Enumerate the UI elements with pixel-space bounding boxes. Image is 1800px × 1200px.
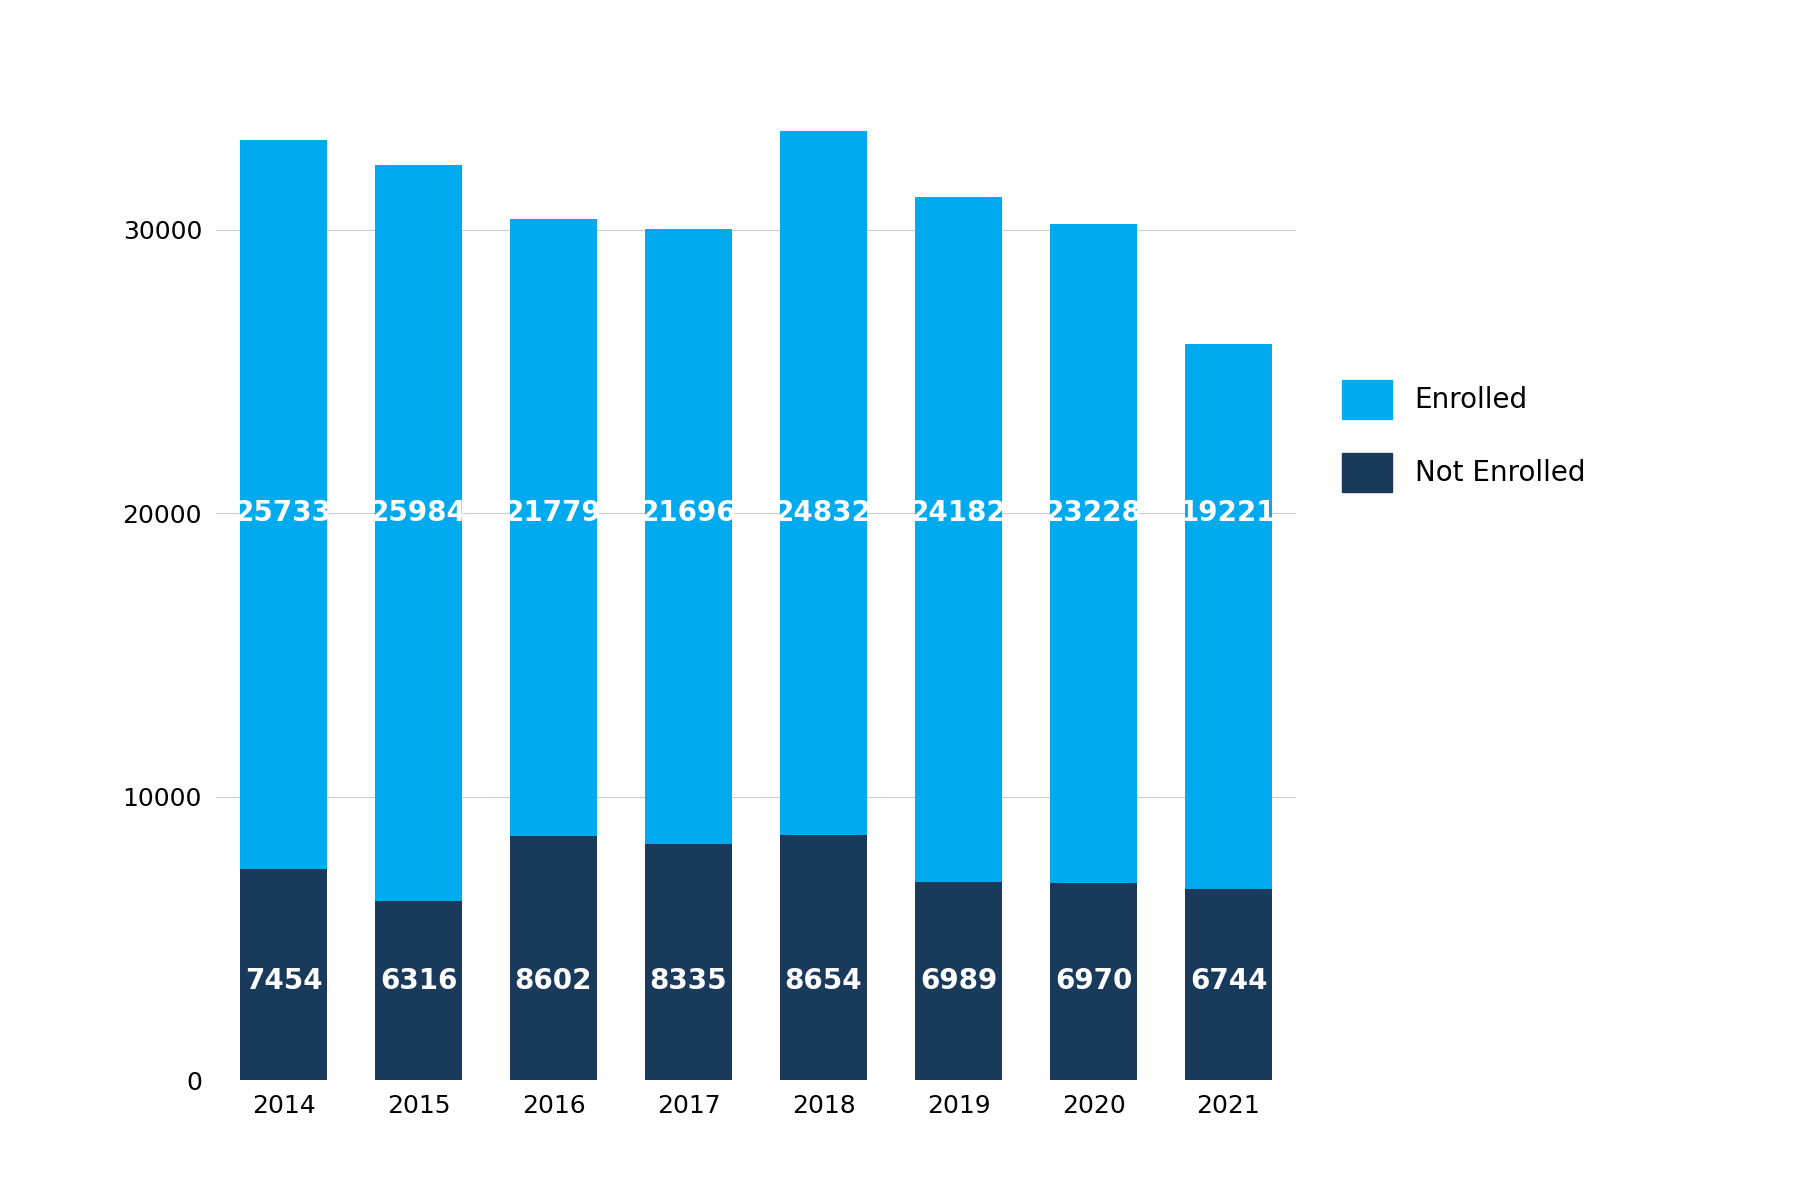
- Bar: [239, 869, 328, 1080]
- Bar: [914, 882, 1003, 1080]
- Bar: [914, 197, 1003, 882]
- Text: 6316: 6316: [380, 967, 457, 995]
- Bar: [1184, 889, 1273, 1080]
- Bar: [1184, 344, 1273, 889]
- Text: 6744: 6744: [1190, 967, 1267, 995]
- Text: 24182: 24182: [911, 499, 1006, 527]
- Text: 8335: 8335: [650, 967, 727, 995]
- Text: 25733: 25733: [236, 499, 331, 527]
- Bar: [779, 835, 868, 1080]
- Bar: [239, 139, 328, 869]
- Text: 6970: 6970: [1055, 967, 1132, 995]
- Bar: [509, 220, 598, 836]
- Text: 21696: 21696: [641, 499, 736, 527]
- Text: 7454: 7454: [245, 967, 322, 995]
- Bar: [1049, 882, 1138, 1080]
- Text: 24832: 24832: [776, 499, 871, 527]
- Text: 6989: 6989: [920, 967, 997, 995]
- Text: 25984: 25984: [371, 499, 466, 527]
- Bar: [1049, 224, 1138, 882]
- Text: 23228: 23228: [1046, 499, 1141, 527]
- Bar: [644, 229, 733, 844]
- Bar: [779, 131, 868, 835]
- Legend: Enrolled, Not Enrolled: Enrolled, Not Enrolled: [1343, 380, 1586, 492]
- Bar: [509, 836, 598, 1080]
- Text: 19221: 19221: [1181, 499, 1276, 527]
- Bar: [644, 844, 733, 1080]
- Text: 8602: 8602: [515, 967, 592, 995]
- Text: 21779: 21779: [506, 499, 601, 527]
- Bar: [374, 164, 463, 901]
- Text: 8654: 8654: [785, 967, 862, 995]
- Bar: [374, 901, 463, 1080]
